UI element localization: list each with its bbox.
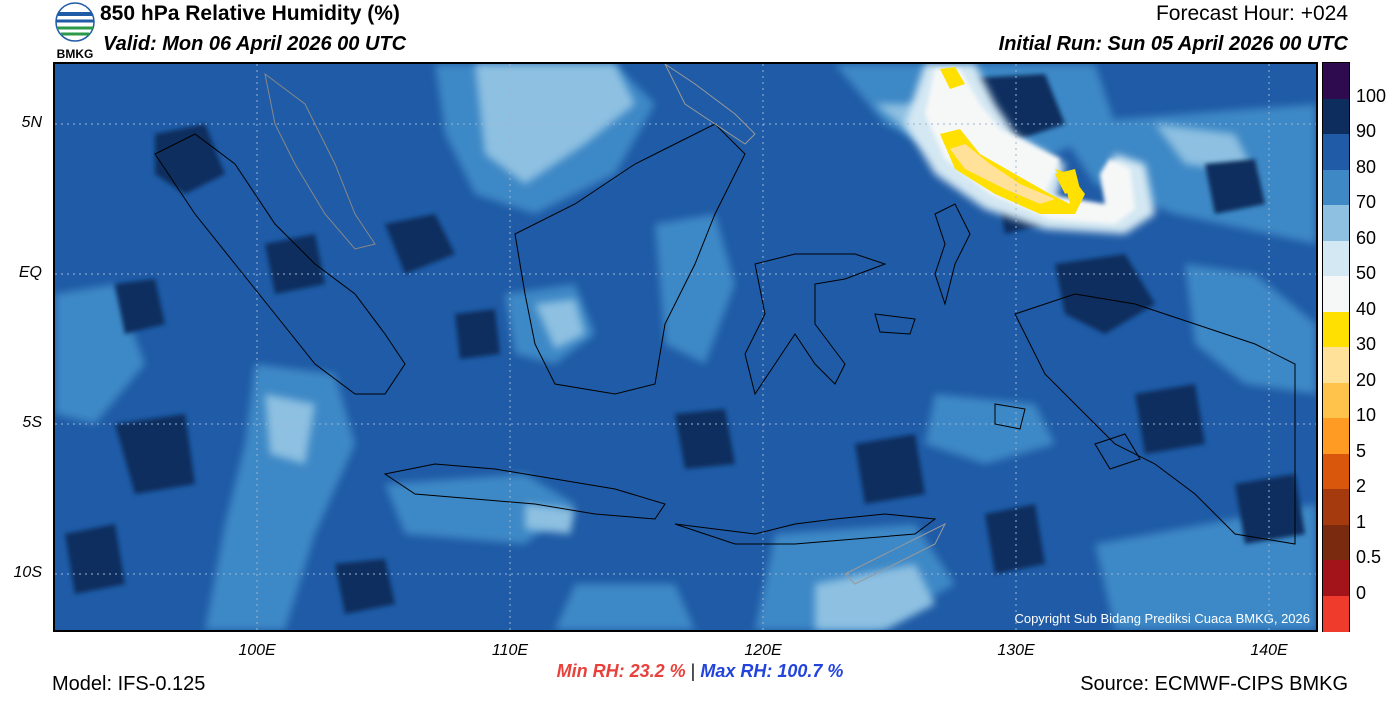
- colorbar-segment: [1323, 524, 1349, 561]
- colorbar-label: 2: [1356, 476, 1367, 496]
- humidity-map: Copyright Sub Bidang Prediksi Cuaca BMKG…: [53, 62, 1318, 632]
- valid-time: Valid: Mon 06 April 2026 00 UTC: [103, 33, 407, 55]
- lon-label-130e: 130E: [997, 642, 1035, 659]
- map-canvas: [55, 64, 1316, 630]
- min-rh: Min RH: 23.2 %: [556, 661, 686, 681]
- colorbar-segment: [1323, 169, 1349, 206]
- forecast-hour: Forecast Hour: +024: [1155, 2, 1348, 25]
- colorbar-segment: [1323, 311, 1349, 348]
- colorbar-label: 50: [1356, 263, 1377, 283]
- colorbar-label: 70: [1356, 192, 1377, 212]
- max-rh: Max RH: 100.7 %: [700, 661, 844, 681]
- colorbar-label: 20: [1356, 369, 1377, 390]
- source-label: Source: ECMWF-CIPS BMKG: [1080, 673, 1348, 695]
- colorbar-segment: [1323, 347, 1349, 383]
- colorbar-label: 10: [1356, 405, 1377, 425]
- colorbar-label: 100: [1356, 85, 1387, 106]
- colorbar-segment: [1323, 276, 1349, 312]
- colorbar-segment: [1323, 489, 1349, 525]
- lat-label-eq: EQ: [18, 264, 42, 281]
- colorbar-label: 0: [1356, 582, 1367, 603]
- initial-run: Initial Run: Sun 05 April 2026 00 UTC: [998, 33, 1348, 55]
- dry-air-area: [905, 64, 1155, 234]
- colorbar-segment: [1323, 418, 1349, 454]
- lat-label-10s: 10S: [13, 564, 42, 581]
- lon-label-140e: 140E: [1250, 642, 1288, 659]
- bmkg-logo: BMKG: [52, 2, 98, 61]
- coastlines: [154, 64, 1296, 585]
- colorbar-label: 0.5: [1356, 547, 1382, 567]
- colorbar-label: 30: [1356, 334, 1377, 354]
- colorbar-segment: [1323, 453, 1349, 490]
- colorbar-label: 5: [1356, 440, 1367, 461]
- colorbar-segment: [1323, 240, 1349, 277]
- colorbar-segment: [1323, 63, 1349, 99]
- rh-70-80-areas: [55, 64, 1316, 630]
- colorbar-label: 80: [1356, 156, 1377, 177]
- stats-separator: |: [685, 661, 701, 681]
- colorbar: [1322, 62, 1350, 632]
- colorbar-label: 1: [1356, 511, 1367, 532]
- model-label: Model: IFS-0.125: [52, 673, 206, 695]
- colorbar-segment: [1323, 134, 1349, 170]
- colorbar-segment: [1323, 382, 1349, 419]
- colorbar-label: 40: [1356, 298, 1377, 319]
- copyright-text: Copyright Sub Bidang Prediksi Cuaca BMKG…: [1014, 611, 1310, 626]
- logo-text: BMKG: [57, 47, 94, 60]
- colorbar-label: 60: [1356, 227, 1377, 248]
- colorbar-segment: [1323, 560, 1349, 596]
- lat-label-5s: 5S: [22, 414, 42, 431]
- colorbar-label: 90: [1356, 121, 1377, 141]
- lat-label-5n: 5N: [21, 114, 42, 131]
- lon-label-120e: 120E: [744, 642, 782, 659]
- colorbar-segment: [1323, 595, 1349, 632]
- lon-label-100e: 100E: [238, 642, 276, 659]
- colorbar-segment: [1323, 205, 1349, 241]
- colorbar-segment: [1323, 98, 1349, 135]
- map-gridlines: [55, 64, 1316, 630]
- page-title: 850 hPa Relative Humidity (%): [100, 2, 400, 25]
- lon-label-110e: 110E: [491, 642, 529, 659]
- rh-stats: Min RH: 23.2 % | Max RH: 100.7 %: [0, 661, 1400, 682]
